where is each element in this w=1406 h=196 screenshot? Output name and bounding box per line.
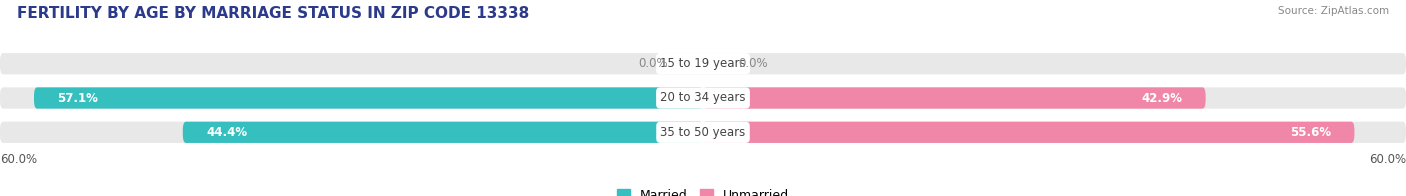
Text: 35 to 50 years: 35 to 50 years	[661, 126, 745, 139]
Text: 0.0%: 0.0%	[738, 57, 768, 70]
FancyBboxPatch shape	[703, 87, 1206, 109]
Text: 55.6%: 55.6%	[1289, 126, 1331, 139]
Text: FERTILITY BY AGE BY MARRIAGE STATUS IN ZIP CODE 13338: FERTILITY BY AGE BY MARRIAGE STATUS IN Z…	[17, 6, 529, 21]
Text: Source: ZipAtlas.com: Source: ZipAtlas.com	[1278, 6, 1389, 16]
Text: 15 to 19 years: 15 to 19 years	[661, 57, 745, 70]
Legend: Married, Unmarried: Married, Unmarried	[612, 184, 794, 196]
FancyBboxPatch shape	[0, 53, 1406, 74]
Text: 42.9%: 42.9%	[1142, 92, 1182, 104]
Text: 57.1%: 57.1%	[58, 92, 98, 104]
FancyBboxPatch shape	[0, 122, 1406, 143]
FancyBboxPatch shape	[34, 87, 703, 109]
FancyBboxPatch shape	[703, 122, 1354, 143]
Text: 20 to 34 years: 20 to 34 years	[661, 92, 745, 104]
Text: 60.0%: 60.0%	[1369, 153, 1406, 166]
FancyBboxPatch shape	[183, 122, 703, 143]
Text: 44.4%: 44.4%	[207, 126, 247, 139]
FancyBboxPatch shape	[0, 87, 1406, 109]
Text: 60.0%: 60.0%	[0, 153, 37, 166]
Text: 0.0%: 0.0%	[638, 57, 668, 70]
